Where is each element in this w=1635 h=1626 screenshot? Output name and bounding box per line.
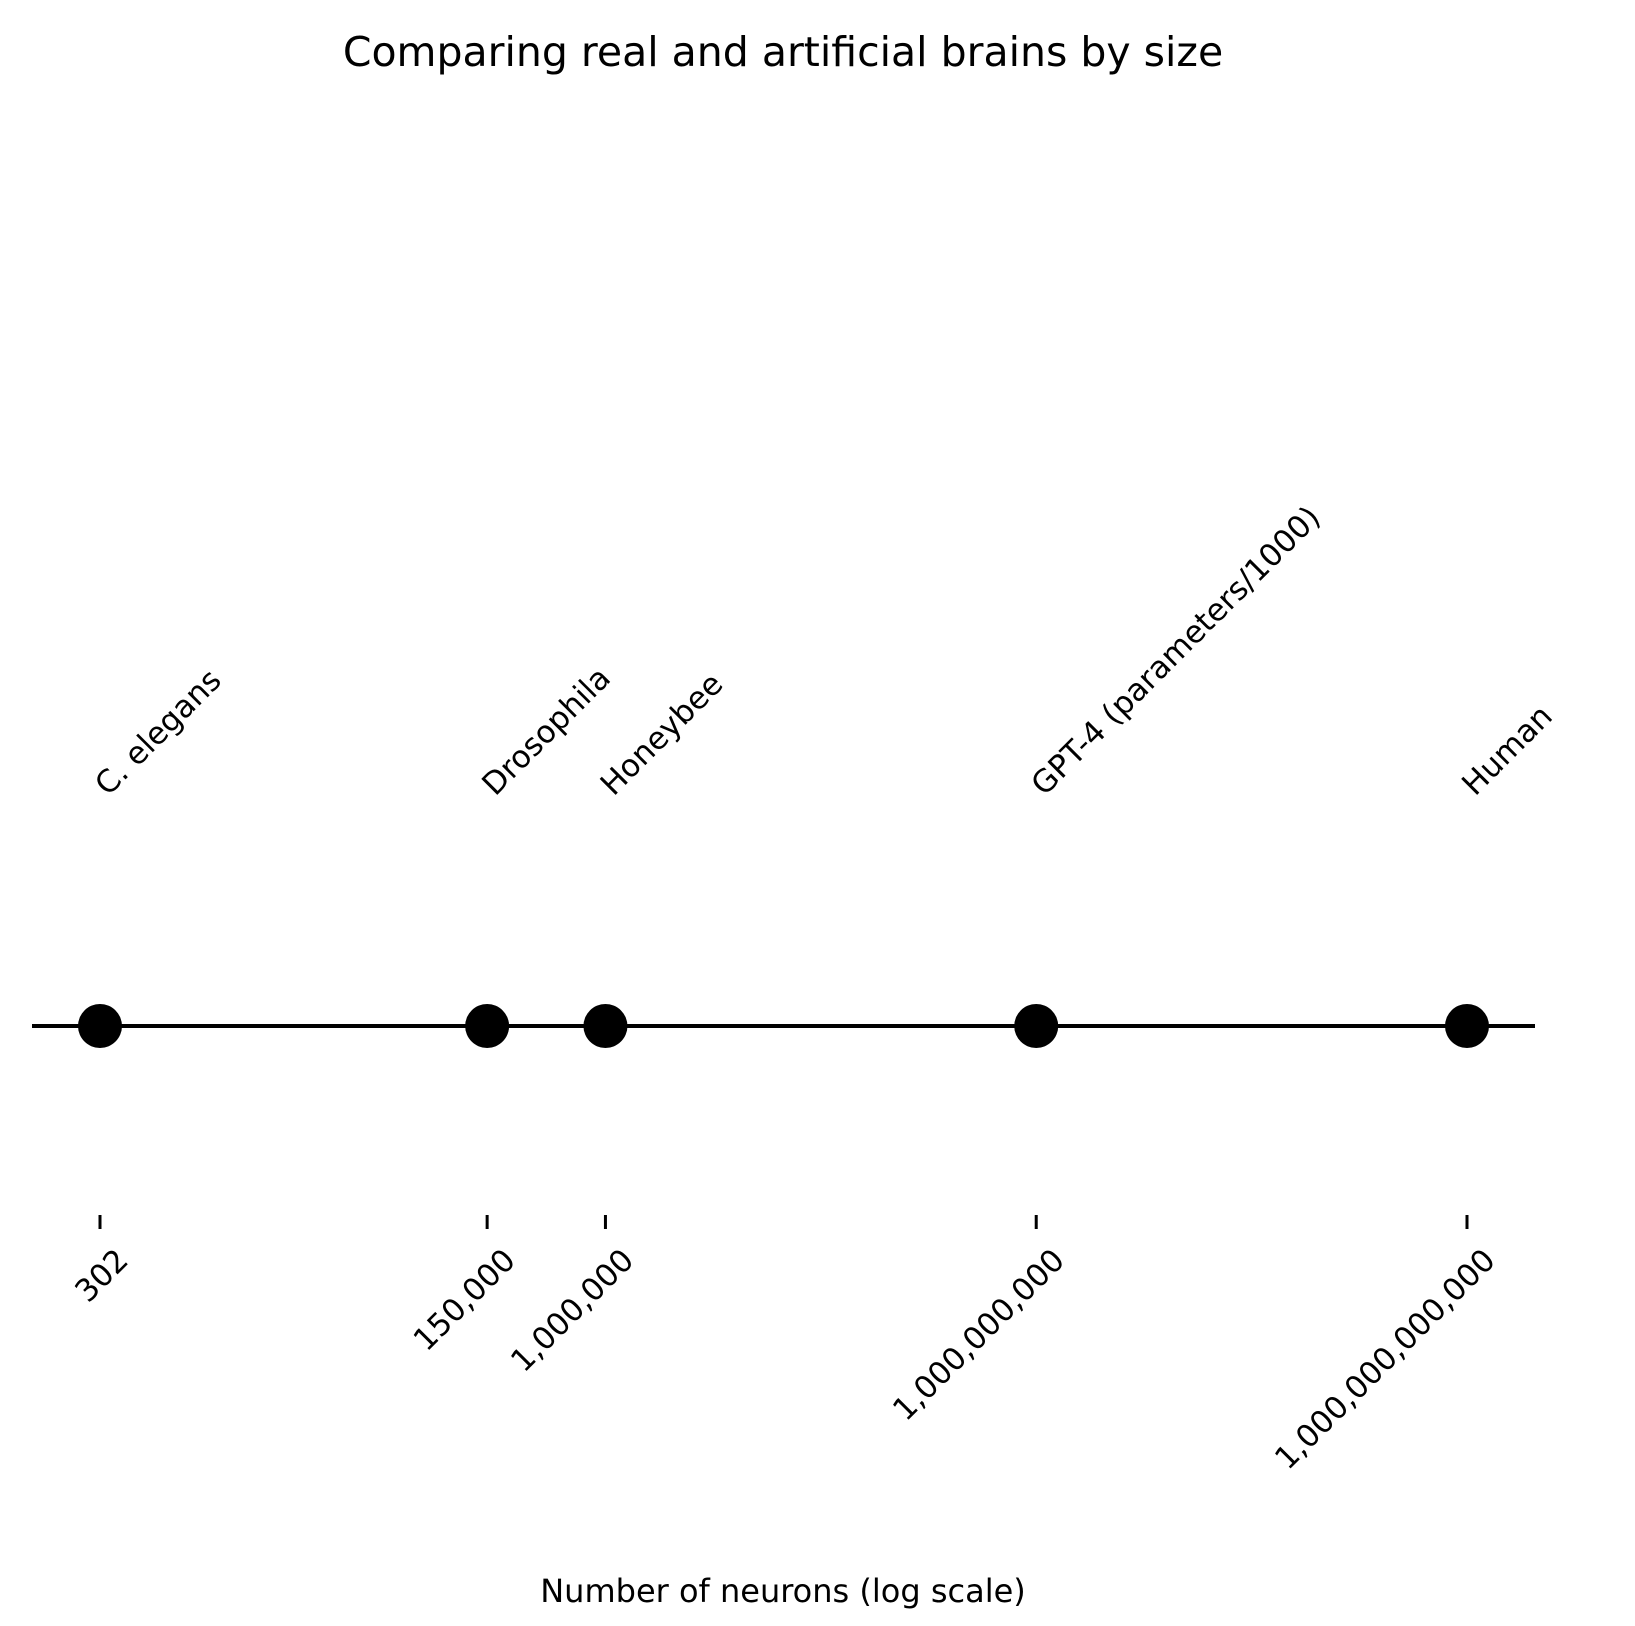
x-tick-label: 150,000: [407, 1242, 523, 1358]
data-point: [465, 1004, 510, 1048]
point-label: GPT-4 (parameters/1000): [1024, 499, 1327, 802]
chart-title: Comparing real and artificial brains by …: [343, 28, 1223, 76]
x-axis-label: Number of neurons (log scale): [540, 1572, 1026, 1610]
point-label: Human: [1455, 698, 1560, 803]
x-tick-label: 1,000,000,000: [886, 1242, 1072, 1428]
x-tick-label: 1,000,000: [504, 1242, 641, 1379]
data-point: [78, 1004, 122, 1048]
data-point: [583, 1004, 628, 1048]
point-label: C. elegans: [88, 662, 228, 802]
x-tick-label: 1,000,000,000,000: [1268, 1242, 1503, 1477]
data-point: [1014, 1004, 1059, 1048]
x-tick-label: 302: [68, 1242, 135, 1309]
data-point: [1445, 1004, 1489, 1048]
